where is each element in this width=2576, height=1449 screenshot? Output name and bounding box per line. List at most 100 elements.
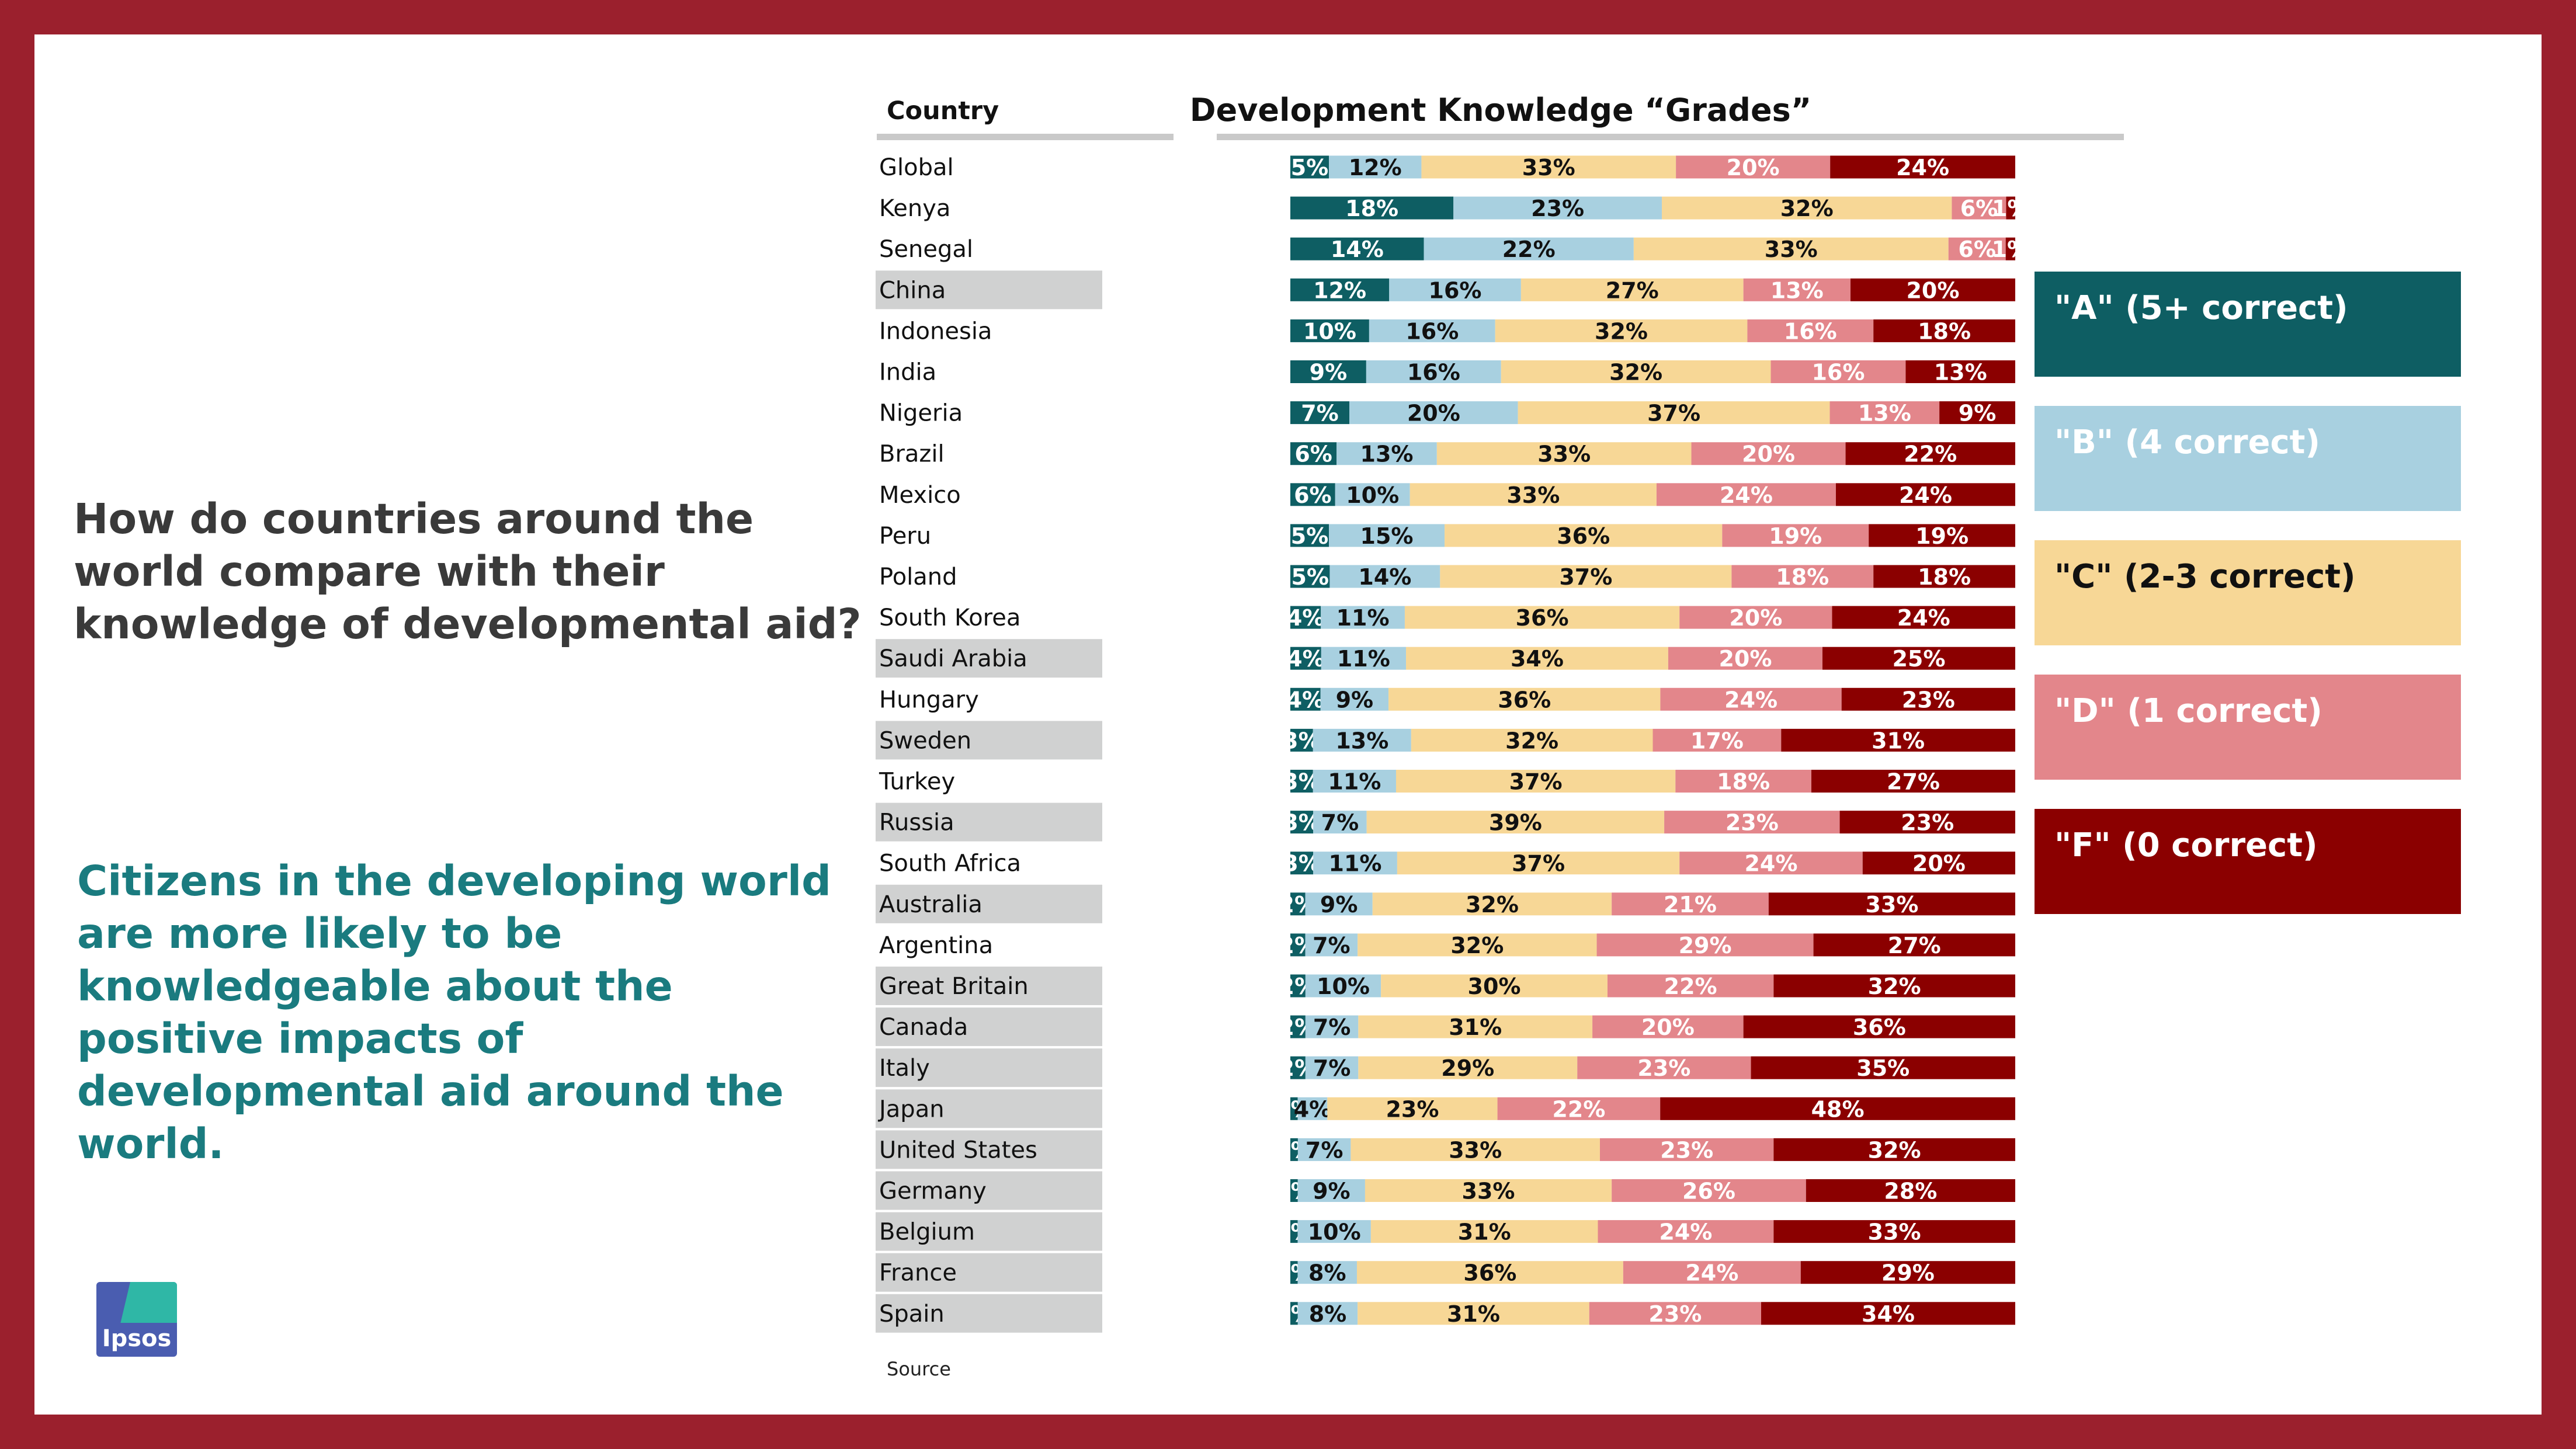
data-label: 36% [1557, 523, 1610, 549]
data-label: 26% [1682, 1179, 1735, 1204]
bar-segment-f [1850, 278, 2015, 301]
row-highlight [876, 721, 1102, 760]
chart-title: Development Knowledge “Grades” [1189, 92, 1812, 128]
bar-segment-c [1356, 1261, 1623, 1284]
ipsos-logo: Ipsos [96, 1282, 177, 1357]
country-label: Global [879, 154, 954, 181]
bar-segment-a [1290, 1220, 1298, 1243]
data-label: 25% [1892, 646, 1945, 672]
country-label: Turkey [879, 769, 955, 795]
logo-mark-icon [120, 1282, 177, 1323]
data-label: 16% [1407, 360, 1460, 385]
bar-segment-c [1518, 401, 1830, 425]
data-label: 11% [1337, 646, 1390, 672]
bar-segment-f [1845, 442, 2015, 465]
data-label: 7% [1313, 1055, 1351, 1081]
country-header-rule [877, 134, 1174, 140]
country-label: Argentina [879, 932, 993, 959]
data-label: 6% [1958, 237, 1996, 262]
data-label: 31% [1872, 728, 1925, 753]
bar-segment-c [1366, 811, 1665, 834]
row-highlight [876, 1130, 1102, 1169]
bar-segment-f [2005, 237, 2015, 260]
country-label: Brazil [879, 441, 945, 468]
country-label: Germany [879, 1178, 987, 1205]
data-label: 31% [1447, 1301, 1500, 1327]
bar-segment-f [1806, 1179, 2015, 1202]
bar-segment-b [1321, 647, 1407, 670]
data-label: 37% [1512, 851, 1565, 877]
bar-segment-a [1290, 1097, 1298, 1120]
bar-segment-a [1290, 852, 1314, 875]
bar-segment-b [1297, 1261, 1357, 1284]
data-label: 33% [1868, 1219, 1921, 1245]
data-label: 22% [1664, 974, 1717, 999]
bar-segment-b [1336, 442, 1437, 465]
bar-segment-b [1369, 319, 1495, 342]
data-label: 16% [1405, 318, 1459, 344]
data-label: 37% [1509, 769, 1563, 795]
data-label: 34% [1511, 646, 1564, 672]
bar-segment-b [1424, 237, 1634, 260]
data-label: 11% [1329, 851, 1382, 877]
data-label: 6% [1294, 482, 1332, 508]
country-label: Australia [879, 891, 983, 918]
row-highlight [876, 1294, 1102, 1333]
country-label: Peru [879, 523, 931, 550]
data-label: 8% [1308, 1260, 1346, 1286]
bar-segment-b [1329, 155, 1422, 179]
bar-segment-f [1773, 1138, 2015, 1161]
bar-segment-b [1321, 606, 1405, 629]
data-label: 7% [1313, 1014, 1351, 1040]
data-label: 32% [1609, 360, 1662, 385]
data-label: 23% [1901, 810, 1954, 836]
row-highlight [876, 1048, 1102, 1087]
bar-segment-b [1366, 360, 1501, 383]
data-label: 7% [1306, 1137, 1343, 1163]
bar-segment-d [1607, 974, 1774, 998]
bar-segment-a [1290, 196, 1454, 220]
country-label: Belgium [879, 1219, 975, 1246]
data-label: 12% [1313, 277, 1366, 303]
bar-segment-c [1365, 1179, 1612, 1202]
bar-segment-c [1520, 278, 1744, 301]
data-label: 9% [1959, 401, 1997, 426]
data-label: 11% [1336, 605, 1390, 631]
bar-segment-a [1290, 892, 1306, 916]
data-label: 24% [1896, 155, 1949, 180]
data-label: 24% [1685, 1260, 1738, 1286]
bar-segment-a [1290, 1261, 1298, 1284]
country-label: Italy [879, 1055, 930, 1082]
row-highlight [876, 639, 1102, 678]
data-label: 20% [1407, 401, 1460, 426]
bar-segment-c [1358, 933, 1597, 957]
bar-segment-c [1501, 360, 1771, 383]
bar-segment-f [1832, 606, 2015, 629]
slide: How do countries around the world compar… [34, 34, 2542, 1415]
bar-segment-c [1358, 1056, 1578, 1079]
bar-segment-d [1589, 1302, 1762, 1325]
data-label: 32% [1505, 728, 1558, 753]
bar-segment-a [1290, 237, 1424, 260]
row-highlight [876, 884, 1102, 923]
bar-segment-f [1773, 1220, 2015, 1243]
legend-item-d: "D" (1 correct) [2035, 675, 2461, 780]
data-label: 32% [1868, 974, 1921, 999]
data-label: 24% [1897, 605, 1950, 631]
data-label: 14% [1331, 237, 1384, 262]
data-label: 6% [1960, 196, 1998, 221]
country-label: Nigeria [879, 400, 963, 427]
bar-segment-a [1290, 1138, 1298, 1161]
country-column-header: Country [887, 96, 999, 126]
bar-segment-b [1297, 1138, 1351, 1161]
data-label: 20% [1729, 605, 1782, 631]
bar-segment-d [1679, 606, 1832, 629]
data-label: 27% [1606, 277, 1659, 303]
bar-segment-d [1731, 565, 1874, 588]
bar-segment-a [1290, 974, 1306, 998]
data-label: 32% [1780, 196, 1834, 221]
bar-segment-b [1305, 933, 1358, 957]
data-label: 18% [1918, 564, 1971, 590]
data-label: 5% [1291, 523, 1329, 549]
bar-segment-a [1290, 360, 1366, 383]
